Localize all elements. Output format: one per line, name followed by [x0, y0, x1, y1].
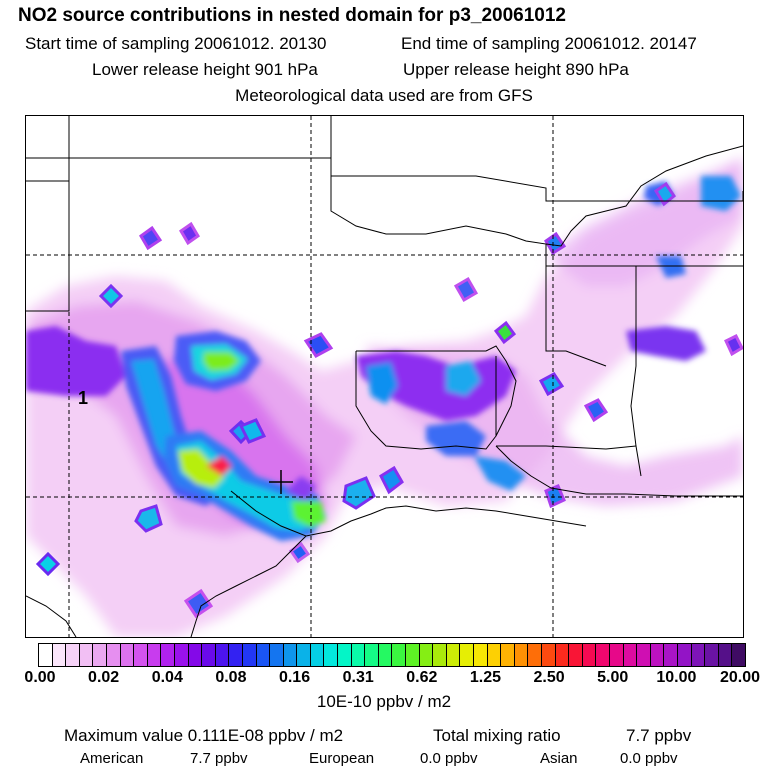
- color-scale-bar: [38, 643, 746, 667]
- color-scale-cell: [215, 644, 230, 666]
- color-scale-cell: [392, 644, 407, 666]
- contrib-name-american: American: [80, 750, 144, 767]
- color-scale-cell: [569, 644, 583, 666]
- receptor-marker-label: 1: [78, 388, 88, 408]
- color-scale-cell: [66, 644, 80, 666]
- color-scale-cell: [528, 644, 542, 666]
- color-scale-cell: [229, 644, 243, 666]
- color-scale-cell: [718, 644, 733, 666]
- met-data-label: Meteorological data used are from GFS: [235, 86, 533, 105]
- color-scale-cell: [297, 644, 311, 666]
- contrib-name-european: European: [309, 750, 375, 767]
- color-scale-tick-label: 0.16: [278, 669, 311, 686]
- color-scale-cell: [39, 644, 53, 666]
- color-scale-cell: [188, 644, 203, 666]
- start-time-label: Start time of sampling 20061012. 20130: [25, 34, 327, 53]
- color-scale-cell: [406, 644, 420, 666]
- color-scale-cell: [93, 644, 107, 666]
- concentration-map: 1: [25, 115, 744, 638]
- color-scale-cell: [637, 644, 651, 666]
- color-scale-cell: [242, 644, 257, 666]
- color-scale-cell: [487, 644, 502, 666]
- color-scale-cell: [705, 644, 719, 666]
- color-scale-tick-label: 0.62: [406, 669, 438, 686]
- color-scale-cell: [79, 644, 94, 666]
- plot-title: NO2 source contributions in nested domai…: [18, 5, 566, 26]
- color-scale-cell: [446, 644, 461, 666]
- color-scale-cell: [677, 644, 692, 666]
- color-scale-cell: [338, 644, 352, 666]
- color-scale-cell: [609, 644, 624, 666]
- color-scale-cell: [283, 644, 298, 666]
- color-scale-tick-label: 5.00: [597, 669, 629, 686]
- color-scale-cell: [365, 644, 379, 666]
- color-scale-tick-label: 20.00: [719, 669, 761, 686]
- color-scale-cell: [106, 644, 121, 666]
- plume-core: [26, 176, 741, 541]
- color-scale-cell: [147, 644, 162, 666]
- color-scale-cell: [52, 644, 67, 666]
- color-scale-tick-label: 0.00: [24, 669, 56, 686]
- contrib-value-european: 0.0 ppbv: [420, 750, 478, 767]
- color-scale-cell: [514, 644, 529, 666]
- color-scale-cell: [555, 644, 570, 666]
- color-scale-tick-label: 0.04: [151, 669, 183, 686]
- scattered-plumes: [35, 181, 743, 619]
- color-scale-cell: [270, 644, 284, 666]
- color-scale-cell: [664, 644, 678, 666]
- color-scale-cell: [433, 644, 447, 666]
- color-scale-tick-label: 0.31: [342, 669, 374, 686]
- color-scale-cell: [541, 644, 556, 666]
- color-scale-cell: [474, 644, 488, 666]
- color-scale-cell: [623, 644, 638, 666]
- color-scale-tick-label: 0.02: [88, 669, 120, 686]
- source-location-marker: [269, 470, 293, 494]
- map-canvas: 1: [26, 116, 743, 637]
- contrib-value-american: 7.7 ppbv: [190, 750, 248, 767]
- color-scale-cell: [310, 644, 325, 666]
- color-scale-cell: [134, 644, 148, 666]
- color-scale-cell: [650, 644, 665, 666]
- end-time-label: End time of sampling 20061012. 20147: [401, 34, 697, 53]
- color-scale-tick-label: 1.25: [469, 669, 502, 686]
- color-scale-tick-label: 10.00: [656, 669, 697, 686]
- state-borders: [26, 116, 743, 637]
- total-mixing-label: Total mixing ratio: [433, 726, 561, 745]
- color-scale-tick-label: 0.08: [215, 669, 247, 686]
- color-scale-cell: [732, 644, 745, 666]
- contrib-value-asian: 0.0 ppbv: [620, 750, 678, 767]
- graticule: [26, 116, 743, 637]
- maximum-value-label: Maximum value 0.111E-08 ppbv / m2: [64, 726, 344, 745]
- lower-release-label: Lower release height 901 hPa: [92, 60, 318, 79]
- color-scale-cell: [324, 644, 339, 666]
- color-scale-cell: [460, 644, 474, 666]
- color-scale-tick-label: 2.50: [533, 669, 565, 686]
- color-scale-cell: [378, 644, 393, 666]
- color-scale-cell: [596, 644, 610, 666]
- total-mixing-value: 7.7 ppbv: [626, 726, 692, 745]
- units-label: 10E-10 ppbv / m2: [316, 692, 452, 711]
- color-scale-cell: [174, 644, 189, 666]
- color-scale-cell: [691, 644, 706, 666]
- color-scale-cell: [501, 644, 515, 666]
- color-scale-cell: [582, 644, 597, 666]
- color-scale-cell: [351, 644, 366, 666]
- color-scale-cell: [120, 644, 135, 666]
- color-scale-cell: [419, 644, 434, 666]
- color-scale-cell: [202, 644, 216, 666]
- contrib-name-asian: Asian: [540, 750, 578, 767]
- upper-release-label: Upper release height 890 hPa: [403, 60, 629, 79]
- color-scale-cell: [161, 644, 175, 666]
- color-scale-cell: [256, 644, 271, 666]
